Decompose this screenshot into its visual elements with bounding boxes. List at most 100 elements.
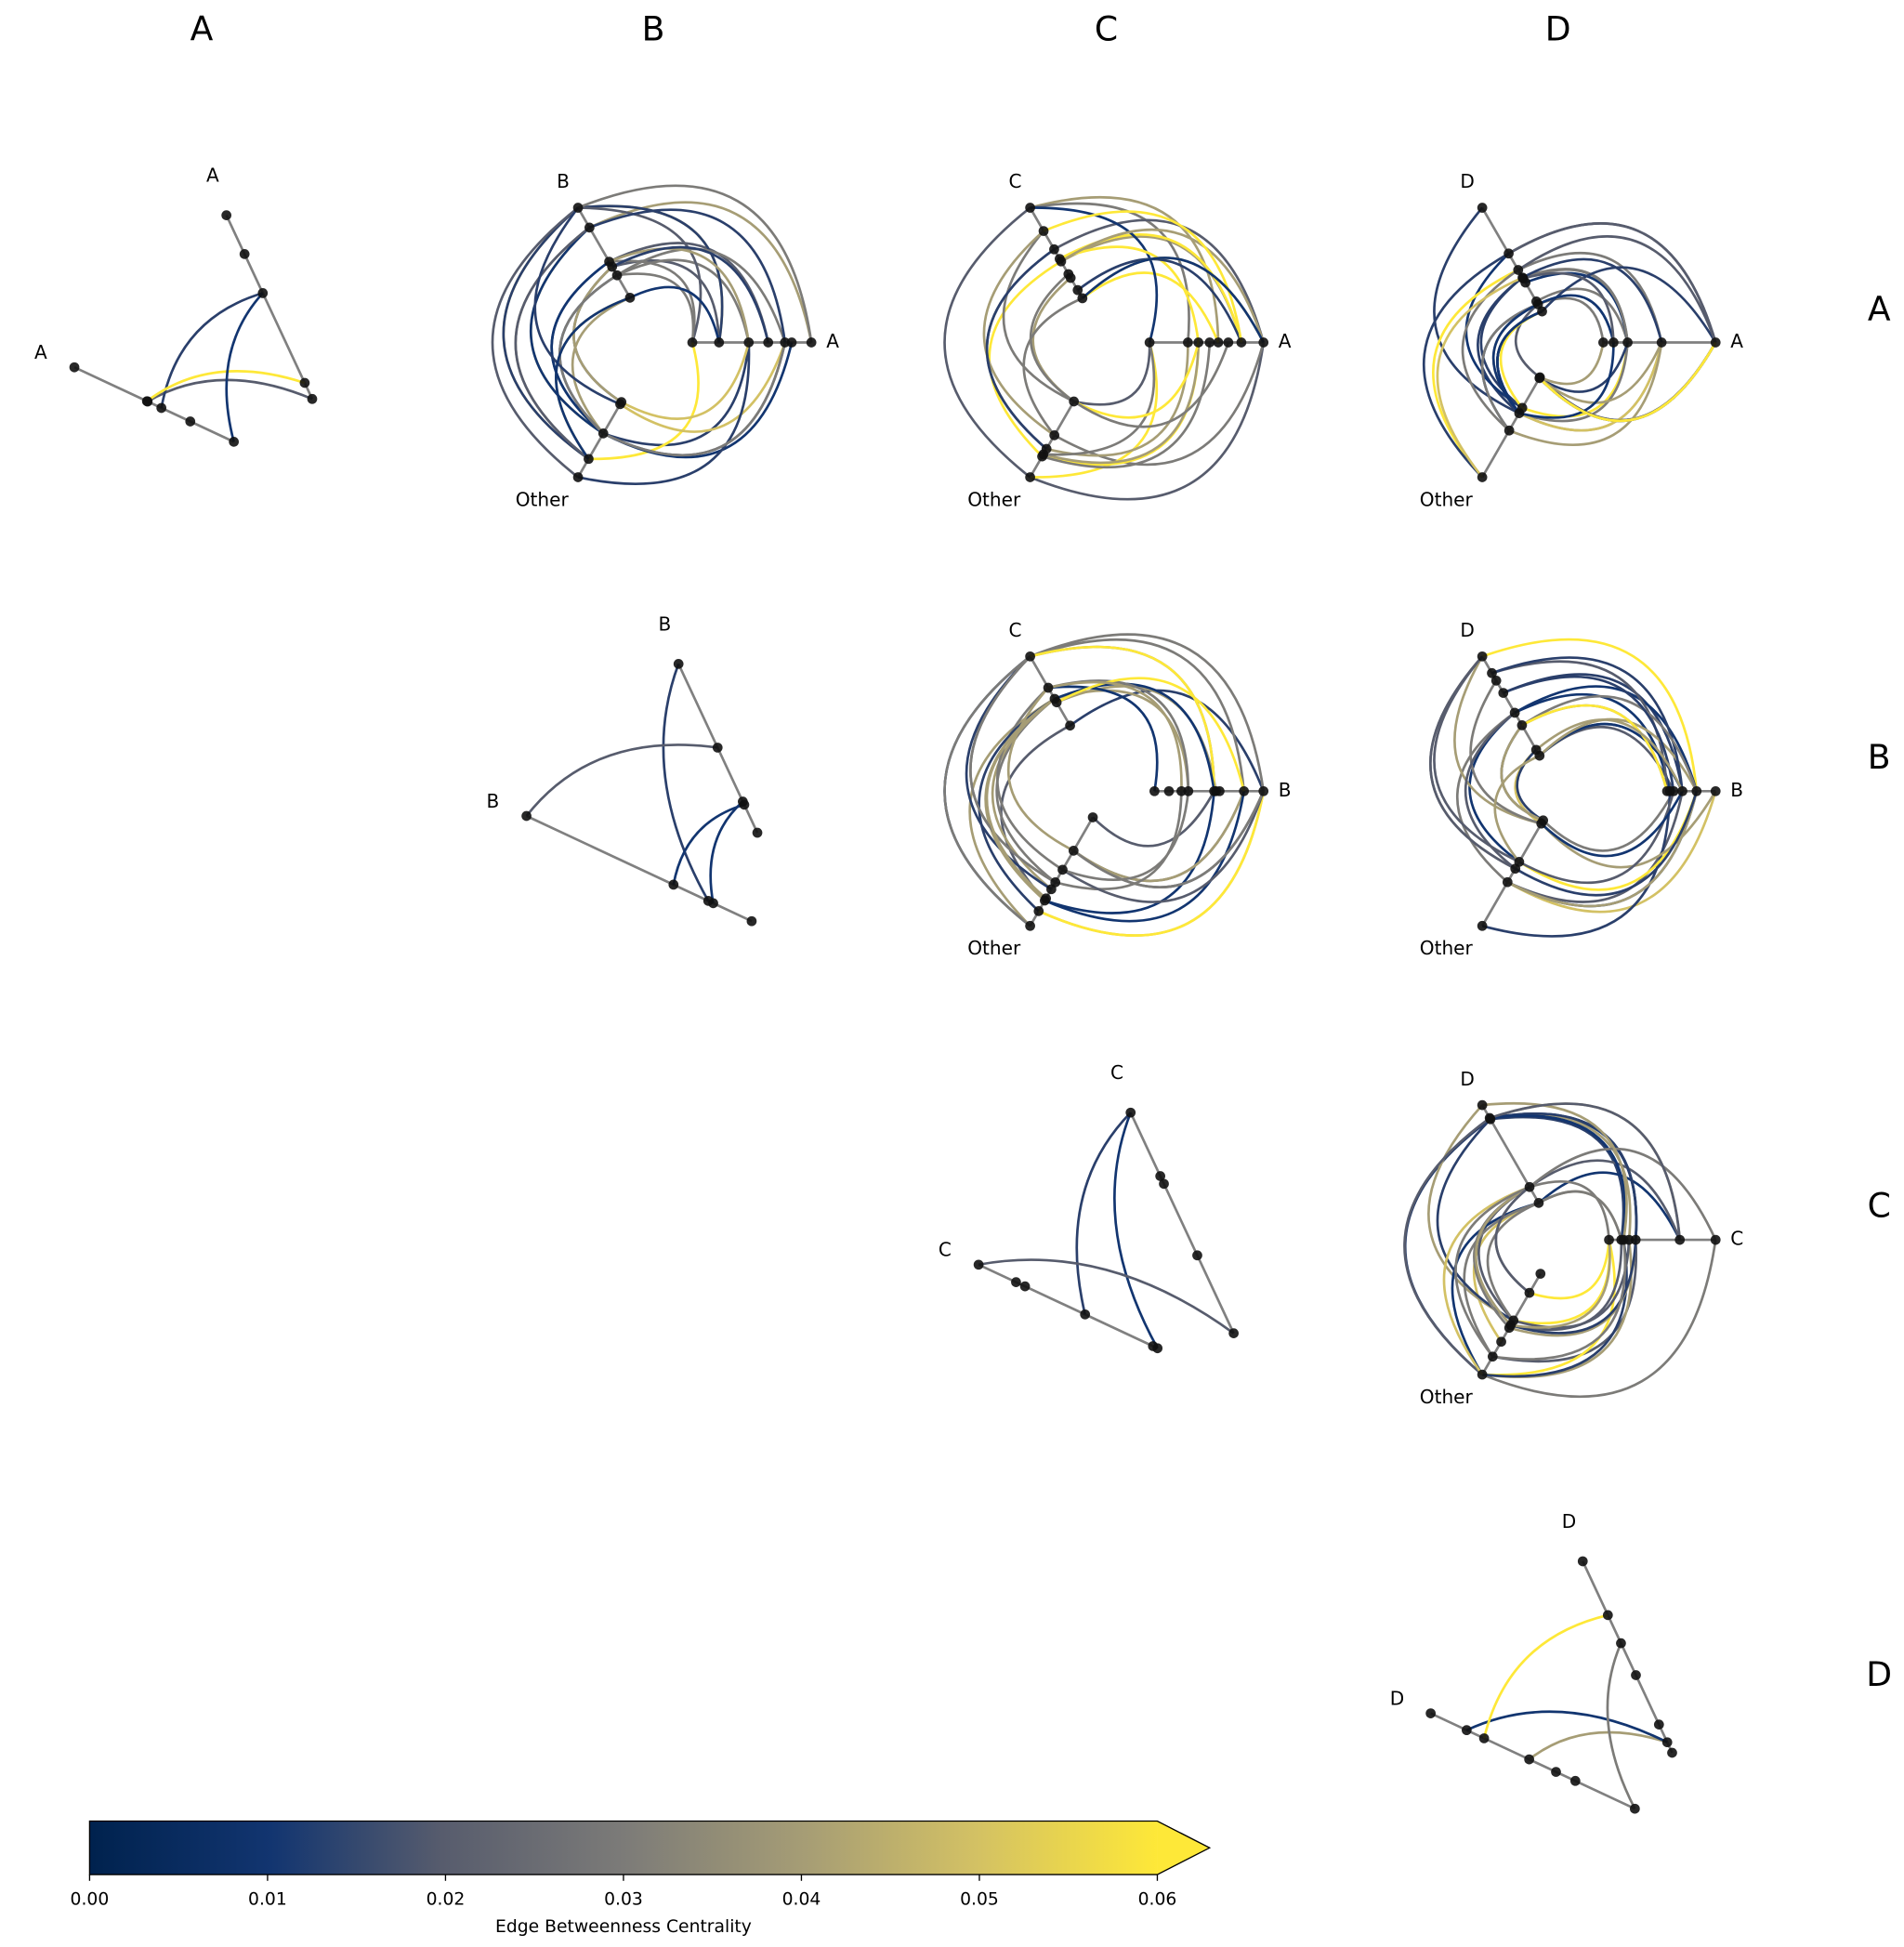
axis-label: D xyxy=(1460,170,1474,192)
colorbar-tick-label: 0.01 xyxy=(248,1889,287,1909)
edge xyxy=(985,697,1056,900)
edge xyxy=(1038,791,1266,937)
edge xyxy=(1491,660,1669,792)
edge xyxy=(1056,685,1217,792)
node xyxy=(780,337,791,348)
axis-label: Other xyxy=(516,488,570,510)
edge xyxy=(1436,1118,1515,1322)
edge xyxy=(1030,206,1159,343)
node xyxy=(1038,449,1049,460)
node xyxy=(1049,429,1060,441)
edge xyxy=(1038,791,1266,937)
node xyxy=(1530,296,1542,307)
node xyxy=(1025,472,1035,482)
axis-label: C xyxy=(1110,1061,1123,1084)
edge xyxy=(943,206,1031,479)
edge xyxy=(530,226,604,435)
node xyxy=(1533,1198,1544,1208)
node xyxy=(1211,785,1221,796)
edge xyxy=(1515,790,1699,897)
node xyxy=(1710,1234,1721,1245)
edge xyxy=(1521,704,1669,792)
edge xyxy=(1517,235,1717,343)
edge xyxy=(1538,341,1717,423)
edge xyxy=(1006,687,1074,852)
edge xyxy=(1464,711,1517,870)
node xyxy=(597,428,609,439)
edge xyxy=(572,266,623,403)
edge xyxy=(662,663,710,902)
edge xyxy=(1514,692,1672,792)
node xyxy=(1498,688,1509,698)
node xyxy=(1477,1099,1488,1111)
edge xyxy=(1503,675,1675,792)
edge xyxy=(1510,1239,1611,1329)
edge xyxy=(1496,309,1543,414)
column-label: D xyxy=(1545,9,1571,49)
axis-label: C xyxy=(1009,170,1022,192)
hive-axis xyxy=(1480,820,1544,927)
edge xyxy=(514,226,591,460)
node xyxy=(1163,785,1175,796)
edge xyxy=(1474,1186,1530,1326)
edge xyxy=(1489,1102,1682,1241)
node xyxy=(1425,1708,1437,1718)
hive-panel: B D Other xyxy=(1420,619,1743,959)
hive-axis xyxy=(1129,1112,1235,1335)
colorbar-tick-label: 0.05 xyxy=(960,1889,999,1909)
edge xyxy=(1061,790,1265,903)
edge xyxy=(1518,342,1629,423)
edge xyxy=(1058,245,1201,343)
edge xyxy=(1072,790,1265,889)
edge xyxy=(1453,655,1543,825)
edge xyxy=(1486,1202,1540,1322)
node xyxy=(1629,1803,1640,1814)
node xyxy=(1041,893,1051,904)
node xyxy=(1530,744,1542,756)
edge xyxy=(1518,790,1699,891)
node xyxy=(1598,337,1609,348)
node xyxy=(1478,1733,1490,1743)
edge xyxy=(1427,1104,1515,1322)
edge xyxy=(146,370,306,402)
edge xyxy=(1508,342,1663,446)
node xyxy=(1049,243,1059,255)
edge xyxy=(1468,711,1520,863)
axis-label: D xyxy=(1460,1068,1474,1090)
node xyxy=(687,337,698,348)
axis-label: C xyxy=(1730,1228,1743,1250)
colorbar-tick-label: 0.02 xyxy=(427,1889,466,1909)
edge xyxy=(1506,791,1684,903)
node xyxy=(1569,1775,1581,1786)
node xyxy=(1631,1670,1641,1680)
edge xyxy=(1481,638,1699,792)
node xyxy=(1477,920,1488,931)
axis-label: A xyxy=(206,164,219,187)
edge xyxy=(609,247,751,343)
node xyxy=(668,879,679,890)
edge xyxy=(1489,1113,1632,1241)
node xyxy=(1677,785,1687,796)
edge xyxy=(1054,682,1215,792)
edge xyxy=(1518,342,1663,432)
axis-label: B xyxy=(1730,779,1743,801)
edge xyxy=(1464,252,1523,410)
node xyxy=(1616,1638,1626,1649)
edge xyxy=(1482,1101,1628,1241)
edge xyxy=(1537,294,1615,343)
edge xyxy=(533,206,621,406)
node xyxy=(1524,1287,1535,1298)
node xyxy=(1710,785,1721,796)
edge xyxy=(1539,342,1605,386)
node xyxy=(584,454,594,465)
edge xyxy=(1521,694,1699,792)
node xyxy=(307,393,318,404)
edge xyxy=(1454,1186,1530,1358)
axis-label: Other xyxy=(967,488,1021,510)
hive-panel: A D Other xyxy=(1420,170,1744,510)
node xyxy=(1043,682,1054,693)
edge xyxy=(1480,303,1539,432)
node xyxy=(1144,337,1155,348)
edge xyxy=(571,296,631,435)
